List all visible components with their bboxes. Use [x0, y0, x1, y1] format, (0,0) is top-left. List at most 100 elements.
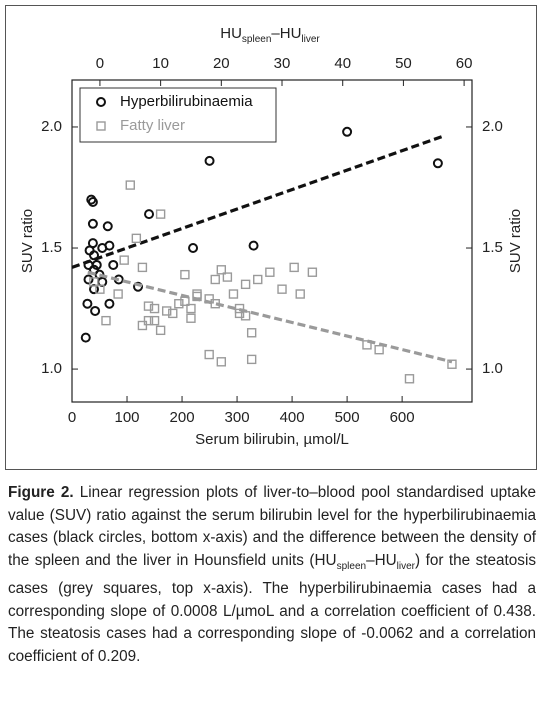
x2-tick-label: 20	[213, 55, 230, 72]
point	[234, 308, 245, 319]
y-tick-label: 1.0	[41, 360, 62, 377]
point	[186, 303, 196, 314]
y-tick-label: 1.5	[41, 239, 62, 256]
x2-axis-label: HUspleen–HUliver	[220, 25, 320, 45]
point	[95, 284, 105, 294]
point	[143, 301, 154, 311]
caption-subscript: spleen	[336, 560, 367, 572]
x2-label-part: –HU	[271, 25, 301, 42]
y2-tick-label: 1.5	[482, 239, 503, 256]
point	[204, 155, 215, 166]
point	[137, 262, 148, 273]
point	[90, 305, 101, 316]
caption-subscript: liver	[396, 560, 416, 572]
point	[210, 274, 220, 285]
x-tick-label: 100	[115, 409, 140, 426]
point	[104, 298, 115, 309]
x2-label-sub: liver	[301, 34, 320, 45]
point	[155, 325, 166, 336]
x-tick-label: 400	[280, 409, 305, 426]
point	[289, 262, 299, 273]
x2-tick-label: 10	[152, 55, 169, 72]
x2-tick-label: 50	[395, 55, 412, 72]
legend-label: Fatty liver	[120, 117, 185, 134]
point	[89, 284, 100, 295]
point	[248, 240, 259, 251]
point	[82, 298, 93, 309]
y2-tick-label: 2.0	[482, 118, 503, 135]
y2-axis-label: SUV ratio	[507, 209, 524, 273]
point	[180, 269, 190, 280]
point	[149, 315, 160, 326]
caption: Figure 2. Linear regression plots of liv…	[8, 482, 536, 668]
point	[87, 238, 98, 249]
x-tick-label: 200	[170, 409, 195, 426]
point	[137, 320, 148, 331]
point	[277, 284, 287, 294]
caption-label: Figure 2.	[8, 484, 74, 501]
x2-tick-label: 30	[274, 55, 291, 72]
point	[180, 296, 190, 306]
point	[87, 197, 98, 208]
point	[101, 315, 111, 326]
trend-line	[71, 135, 443, 269]
point	[192, 291, 202, 302]
legend-marker	[96, 121, 106, 131]
x-axis-label: Serum bilirubin, µmol/L	[195, 431, 349, 448]
point	[210, 299, 220, 309]
point	[89, 250, 100, 261]
point	[125, 180, 135, 190]
point	[228, 289, 239, 299]
chart: Serum bilirubin, µmol/L HUspleen–HUliver…	[5, 5, 537, 470]
point	[161, 306, 172, 316]
point	[432, 158, 443, 169]
point	[240, 279, 251, 290]
x2-tick-label: 40	[334, 55, 351, 72]
point	[186, 313, 196, 323]
point	[188, 243, 199, 254]
point	[253, 274, 263, 285]
y-axis-label: SUV ratio	[19, 209, 36, 273]
x2-tick-label: 0	[96, 55, 104, 72]
y2-tick-label: 1.0	[482, 360, 503, 377]
plot-frame	[71, 79, 473, 403]
point	[108, 259, 119, 270]
point	[80, 332, 91, 343]
x-tick-label: 500	[335, 409, 360, 426]
x-tick-label: 0	[68, 409, 76, 426]
x-tick-label: 300	[225, 409, 250, 426]
point	[131, 233, 142, 244]
point	[149, 303, 160, 314]
point	[168, 308, 178, 319]
point	[265, 267, 275, 277]
x2-tick-label: 60	[456, 55, 473, 72]
point	[240, 311, 251, 321]
figure-border	[5, 5, 537, 470]
point	[234, 303, 245, 314]
point	[104, 240, 115, 251]
point	[246, 354, 257, 365]
point	[362, 340, 372, 350]
point	[91, 259, 102, 270]
x2-label-sub: spleen	[242, 34, 271, 45]
x-tick-label: 600	[390, 409, 415, 426]
point	[204, 349, 214, 360]
caption-text: Linear regression plots of liver-to–bloo…	[8, 484, 536, 569]
x2-label-part: HU	[220, 25, 242, 42]
caption-text: ) for the steatosis cases (grey squares,…	[8, 551, 536, 665]
point	[119, 255, 129, 265]
point	[374, 345, 384, 355]
y-tick-label: 2.0	[41, 118, 62, 135]
point	[83, 274, 94, 285]
trend-line	[87, 270, 453, 364]
point	[113, 289, 123, 299]
caption-text: –HU	[366, 551, 397, 569]
point	[246, 328, 257, 338]
point	[174, 299, 184, 309]
point	[295, 289, 305, 299]
point	[204, 294, 214, 304]
point	[144, 209, 155, 220]
point	[89, 277, 99, 287]
point	[87, 218, 98, 229]
